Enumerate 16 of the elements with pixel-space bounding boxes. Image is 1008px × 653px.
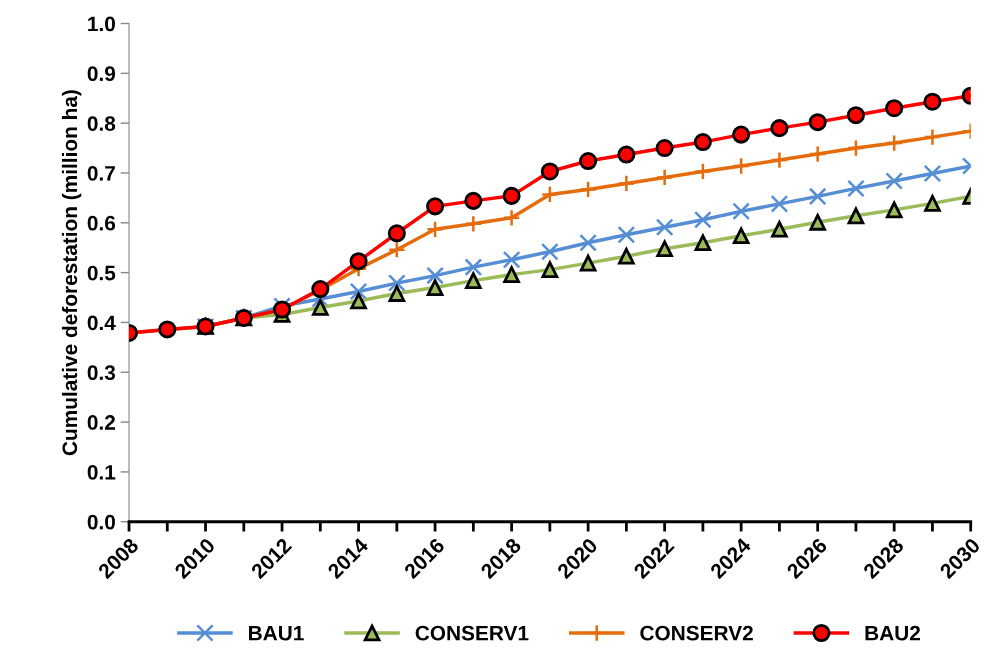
legend-label: CONSERV2 bbox=[640, 625, 753, 641]
y-axis-title: Cumulative deforestation (million ha) bbox=[61, 90, 82, 456]
y-tick-label: 0.9 bbox=[87, 66, 116, 82]
y-tick-label: 1.0 bbox=[88, 16, 115, 32]
y-tick-label: 0.7 bbox=[87, 165, 115, 181]
y-tick-label: 0.8 bbox=[87, 116, 116, 131]
legend-label: BAU1 bbox=[249, 625, 304, 641]
legend-label: BAU2 bbox=[865, 625, 920, 641]
y-tick-label: 0.4 bbox=[87, 315, 116, 331]
y-tick-label: 0.6 bbox=[87, 215, 116, 231]
legend-label: CONSERV1 bbox=[415, 625, 529, 641]
y-tick-label: 0.5 bbox=[87, 265, 116, 281]
y-tick-label: 0.0 bbox=[87, 514, 115, 530]
y-tick-label: 0.3 bbox=[87, 365, 116, 381]
y-tick-label: 0.1 bbox=[87, 464, 116, 480]
y-tick-label: 0.2 bbox=[87, 415, 115, 430]
